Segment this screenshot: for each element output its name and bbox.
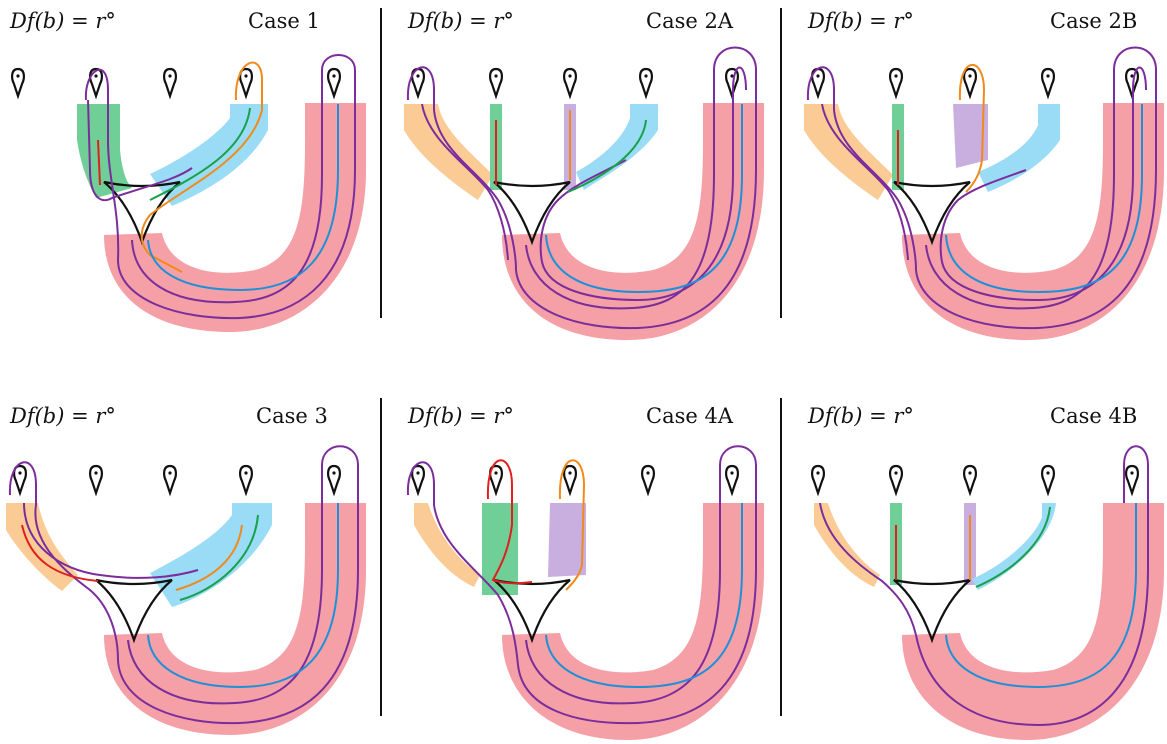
panel-case-label: Case 1 [248,9,320,33]
strand-blue [945,503,1137,689]
band-orange [814,503,880,587]
band-orange [404,104,493,200]
strand-purple [821,103,909,261]
strand-orange [958,63,986,193]
band-red [902,503,1164,740]
band-lavender [548,503,586,577]
strand-red [486,459,533,585]
strand-blue [945,104,1143,294]
strand-purple [8,445,359,725]
strand-blue [545,503,743,689]
strand-blue [545,104,743,294]
strand-blue [147,503,339,689]
band-blue [150,104,268,206]
band-lavender [953,104,988,168]
strand-purple [23,502,199,579]
panel-case-label: Case 4B [1050,404,1137,428]
panel-math-label: Df(b) = r° [407,9,514,33]
panel-case2a: Df(b) = r° Case 2A [404,9,764,340]
band-blue [978,104,1060,192]
panel-case4b: Df(b) = r° Case 4B [807,404,1164,740]
strand-blue [147,104,339,292]
strand-green [975,506,1051,588]
strand-purple [406,46,757,330]
band-green [482,503,518,595]
panel-case-label: Case 4A [646,404,734,428]
strand-purple [939,66,1147,302]
strand-purple [819,502,917,636]
strand-green [149,107,251,201]
panel-math-label: Df(b) = r° [807,9,914,33]
panel-case-label: Case 2B [1050,9,1137,33]
panel-case1: Df(b) = r° Case 1 [9,9,366,332]
panel-case-label: Case 3 [256,404,328,428]
panel-math-label: Df(b) = r° [807,404,914,428]
strand-purple [421,103,509,261]
band-orange [414,503,480,587]
strand-orange [140,61,263,273]
band-green [77,104,132,198]
strand-red [97,139,101,186]
strand-purple [915,445,1149,727]
band-blue [576,104,658,190]
band-red [104,503,366,735]
strand-purple [87,99,193,202]
strand-purple [84,54,356,320]
strand-purple [539,66,747,302]
panel-math-label: Df(b) = r° [9,9,116,33]
strand-green [567,119,647,193]
panel-math-label: Df(b) = r° [407,404,514,428]
strand-purple [806,46,1157,330]
band-orange [804,104,893,200]
strand-purple [406,445,757,725]
band-blue [972,503,1056,590]
panel-case2b: Df(b) = r° Case 2B [804,9,1164,340]
panel-case-label: Case 2A [646,9,734,33]
strand-red [21,524,99,582]
panel-case4a: Df(b) = r° Case 4A [406,404,764,740]
strand-green [179,514,259,601]
band-red [502,503,764,740]
panel-case3: Df(b) = r° Case 3 [6,404,366,735]
band-blue [150,503,272,607]
strand-orange [175,524,243,591]
strand-orange [558,459,586,591]
panel-math-label: Df(b) = r° [9,404,116,428]
